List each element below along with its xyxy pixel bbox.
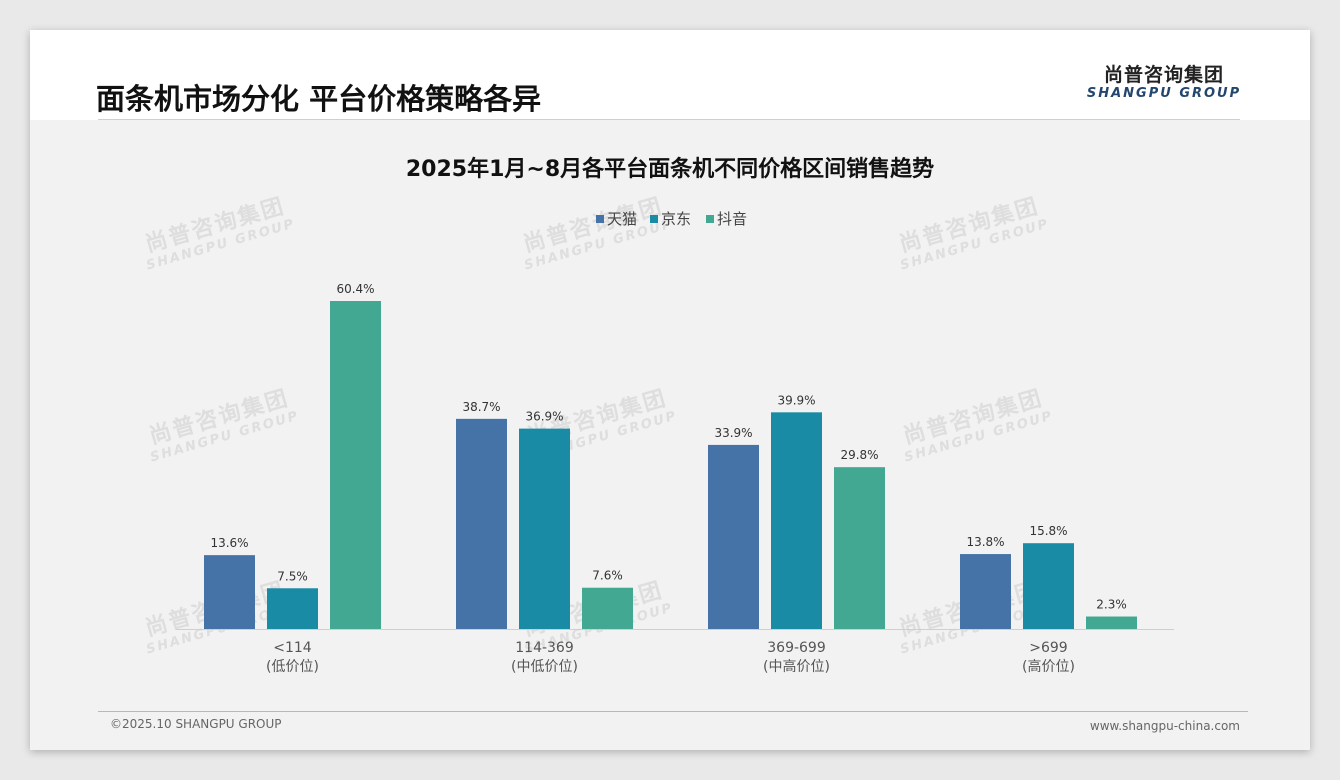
data-label: 15.8% — [1029, 524, 1067, 538]
footer-website[interactable]: www.shangpu-china.com — [1089, 719, 1240, 733]
bar-京东-0 — [267, 588, 318, 629]
header-divider — [98, 119, 1240, 120]
x-tick-sublabel: (中高价位) — [763, 658, 830, 675]
bar-天猫-3 — [960, 554, 1011, 629]
data-label: 33.9% — [714, 426, 752, 440]
bar-天猫-1 — [456, 418, 507, 629]
bar-抖音-0 — [330, 301, 381, 629]
bar-京东-2 — [771, 412, 822, 629]
logo-chinese-text: 尚普咨询集团 — [1103, 64, 1224, 86]
data-label: 13.8% — [966, 535, 1004, 549]
slide: 面条机市场分化 平台价格策略各异 尚普咨询集团 SHANGPU GROUP 尚普… — [30, 30, 1310, 750]
bar-天猫-2 — [708, 444, 759, 629]
data-label: 2.3% — [1096, 598, 1127, 612]
legend-swatch-0 — [596, 215, 604, 223]
data-label: 39.9% — [777, 393, 815, 407]
data-label: 60.4% — [336, 282, 374, 296]
data-label: 36.9% — [525, 410, 563, 424]
footer-divider — [98, 711, 1248, 712]
data-label: 29.8% — [840, 448, 878, 462]
legend-label: 天猫 — [607, 210, 637, 228]
data-label: 38.7% — [462, 400, 500, 414]
x-tick-label: 114-369 — [515, 640, 574, 656]
bar-抖音-3 — [1086, 616, 1137, 629]
data-label: 7.6% — [592, 569, 623, 583]
bar-抖音-1 — [582, 587, 633, 629]
logo-english-text: SHANGPU GROUP — [1086, 86, 1242, 101]
footer-copyright: ©2025.10 SHANGPU GROUP — [110, 717, 282, 731]
legend-label: 抖音 — [717, 210, 747, 228]
x-tick-label: 369-699 — [767, 640, 826, 656]
x-tick-sublabel: (高价位) — [1022, 658, 1075, 675]
chart-title: 2025年1月~8月各平台面条机不同价格区间销售趋势 — [406, 156, 934, 182]
legend-label: 京东 — [661, 210, 691, 228]
legend-swatch-1 — [650, 215, 658, 223]
bar-天猫-0 — [204, 555, 255, 629]
brand-logo: 尚普咨询集团 SHANGPU GROUP — [1084, 64, 1244, 102]
data-label: 7.5% — [277, 569, 308, 583]
data-label: 13.6% — [210, 536, 248, 550]
legend-swatch-2 — [706, 215, 714, 223]
bar-京东-1 — [519, 428, 570, 629]
x-tick-label: >699 — [1029, 640, 1067, 656]
x-tick-label: <114 — [273, 640, 312, 656]
x-tick-sublabel: (低价位) — [266, 659, 319, 675]
bar-京东-3 — [1023, 543, 1074, 629]
bar-抖音-2 — [834, 467, 885, 629]
header-band — [30, 30, 1310, 120]
page-title: 面条机市场分化 平台价格策略各异 — [96, 82, 542, 116]
x-tick-sublabel: (中低价位) — [511, 659, 578, 675]
